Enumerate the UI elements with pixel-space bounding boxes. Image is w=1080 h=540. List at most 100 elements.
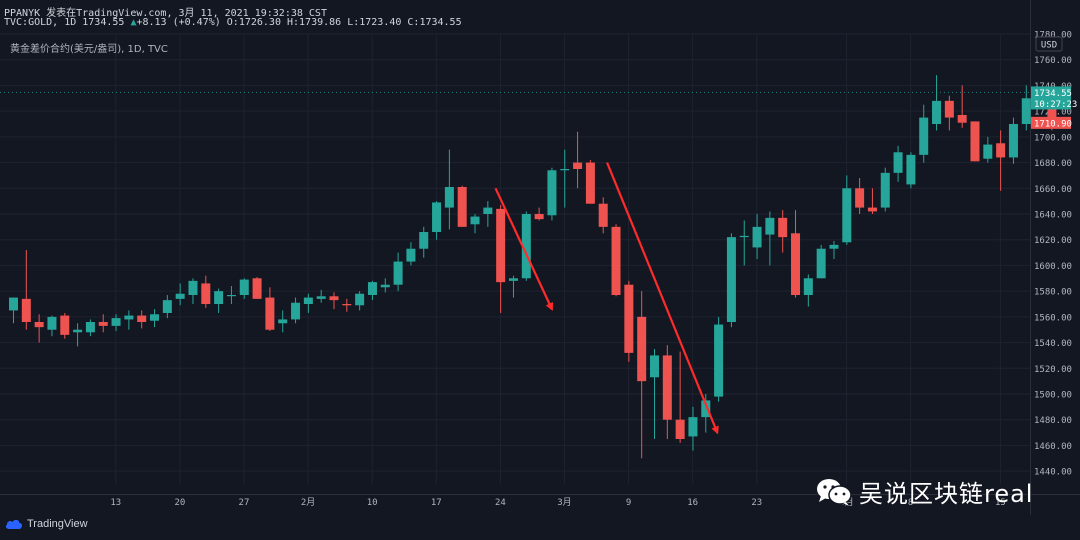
candle-up bbox=[304, 298, 313, 304]
x-tick-label: 2月 bbox=[301, 497, 315, 508]
y-tick-label: 1640.00 bbox=[1034, 211, 1072, 221]
candle-up bbox=[419, 232, 428, 249]
ohlc-values: O:1726.30 H:1739.86 L:1723.40 C:1734.55 bbox=[221, 17, 462, 28]
x-tick-label: 23 bbox=[751, 498, 762, 508]
candle-up bbox=[932, 101, 941, 124]
y-tick-label: 1660.00 bbox=[1034, 185, 1072, 195]
watermark: 吴说区块链real bbox=[815, 474, 1033, 509]
currency-label: USD bbox=[1041, 41, 1057, 51]
candle-up bbox=[394, 262, 403, 285]
candle-up bbox=[227, 295, 236, 296]
candle-down bbox=[996, 143, 1005, 157]
candle-up bbox=[291, 303, 300, 320]
price-tag-label: 10:27:23 bbox=[1034, 100, 1077, 110]
ohlc-line: TVC:GOLD, 1D 1734.55 ▲+8.13 (+0.47%) O:1… bbox=[4, 17, 462, 28]
candle-up bbox=[150, 314, 159, 320]
candle-down bbox=[330, 296, 339, 300]
candle-up bbox=[188, 281, 197, 295]
y-tick-label: 1480.00 bbox=[1034, 416, 1072, 426]
y-tick-label: 1680.00 bbox=[1034, 159, 1072, 169]
x-tick-label: 20 bbox=[174, 498, 185, 508]
tradingview-logo[interactable]: TradingView bbox=[5, 518, 88, 530]
candle-up bbox=[317, 296, 326, 299]
y-tick-label: 1760.00 bbox=[1034, 56, 1072, 66]
candle-up bbox=[86, 322, 95, 332]
x-tick-label: 27 bbox=[239, 498, 250, 508]
trend-arrow bbox=[607, 163, 717, 433]
y-tick-label: 1440.00 bbox=[1034, 468, 1072, 478]
candle-up bbox=[765, 218, 774, 235]
candle-up bbox=[727, 237, 736, 322]
candle-up bbox=[906, 155, 915, 185]
candle-down bbox=[586, 163, 595, 204]
candle-up bbox=[381, 285, 390, 288]
candle-up bbox=[509, 278, 518, 281]
candle-down bbox=[22, 299, 31, 322]
candle-up bbox=[1009, 124, 1018, 157]
candle-up bbox=[176, 294, 185, 299]
y-tick-label: 1560.00 bbox=[1034, 313, 1072, 323]
candle-up bbox=[278, 319, 287, 323]
candle-up bbox=[483, 208, 492, 214]
candle-up bbox=[842, 188, 851, 242]
candle-down bbox=[60, 316, 69, 335]
y-tick-label: 1520.00 bbox=[1034, 365, 1072, 375]
candle-up bbox=[124, 316, 133, 320]
candle-up bbox=[753, 227, 762, 248]
price-tag-label: 1710.90 bbox=[1034, 119, 1072, 129]
candle-up bbox=[471, 217, 480, 225]
candle-up bbox=[445, 187, 454, 208]
candle-up bbox=[9, 298, 18, 311]
watermark-text: 吴说区块链real bbox=[859, 474, 1033, 509]
candle-up bbox=[1022, 98, 1031, 124]
candle-up bbox=[112, 318, 121, 326]
candle-up bbox=[406, 249, 415, 262]
candle-down bbox=[458, 187, 467, 227]
y-tick-label: 1540.00 bbox=[1034, 339, 1072, 349]
candle-up bbox=[650, 355, 659, 377]
x-tick-label: 10 bbox=[367, 498, 378, 508]
candle-up bbox=[714, 325, 723, 397]
candle-up bbox=[983, 145, 992, 159]
candle-up bbox=[368, 282, 377, 295]
candle-down bbox=[265, 298, 274, 330]
candle-down bbox=[253, 278, 262, 299]
candle-down bbox=[99, 322, 108, 326]
candle-down bbox=[35, 322, 44, 327]
candle-down bbox=[971, 121, 980, 161]
candle-down bbox=[663, 355, 672, 419]
candle-down bbox=[791, 233, 800, 295]
candle-up bbox=[919, 118, 928, 155]
x-tick-label: 3月 bbox=[557, 497, 571, 508]
candle-down bbox=[342, 304, 351, 305]
candle-down bbox=[855, 188, 864, 207]
y-tick-label: 1700.00 bbox=[1034, 133, 1072, 143]
candle-up bbox=[829, 245, 838, 249]
candle-up bbox=[47, 317, 56, 330]
cloud-icon bbox=[5, 518, 23, 530]
candle-up bbox=[804, 278, 813, 295]
candle-up bbox=[894, 152, 903, 173]
candle-down bbox=[778, 218, 787, 237]
candle-down bbox=[637, 317, 646, 381]
candle-up bbox=[688, 417, 697, 436]
wechat-icon bbox=[815, 477, 853, 507]
candle-down bbox=[201, 283, 210, 304]
candle-down bbox=[496, 209, 505, 282]
y-tick-label: 1460.00 bbox=[1034, 442, 1072, 452]
y-tick-label: 1500.00 bbox=[1034, 391, 1072, 401]
y-tick-label: 1580.00 bbox=[1034, 288, 1072, 298]
candle-up bbox=[560, 169, 569, 170]
candle-down bbox=[599, 204, 608, 227]
y-tick-label: 1620.00 bbox=[1034, 236, 1072, 246]
x-tick-label: 9 bbox=[626, 498, 631, 508]
candle-up bbox=[73, 330, 82, 333]
candle-up bbox=[163, 300, 172, 313]
x-tick-label: 16 bbox=[687, 498, 698, 508]
candle-down bbox=[624, 285, 633, 353]
candle-up bbox=[355, 294, 364, 306]
candle-down bbox=[868, 208, 877, 212]
x-tick-label: 17 bbox=[431, 498, 442, 508]
